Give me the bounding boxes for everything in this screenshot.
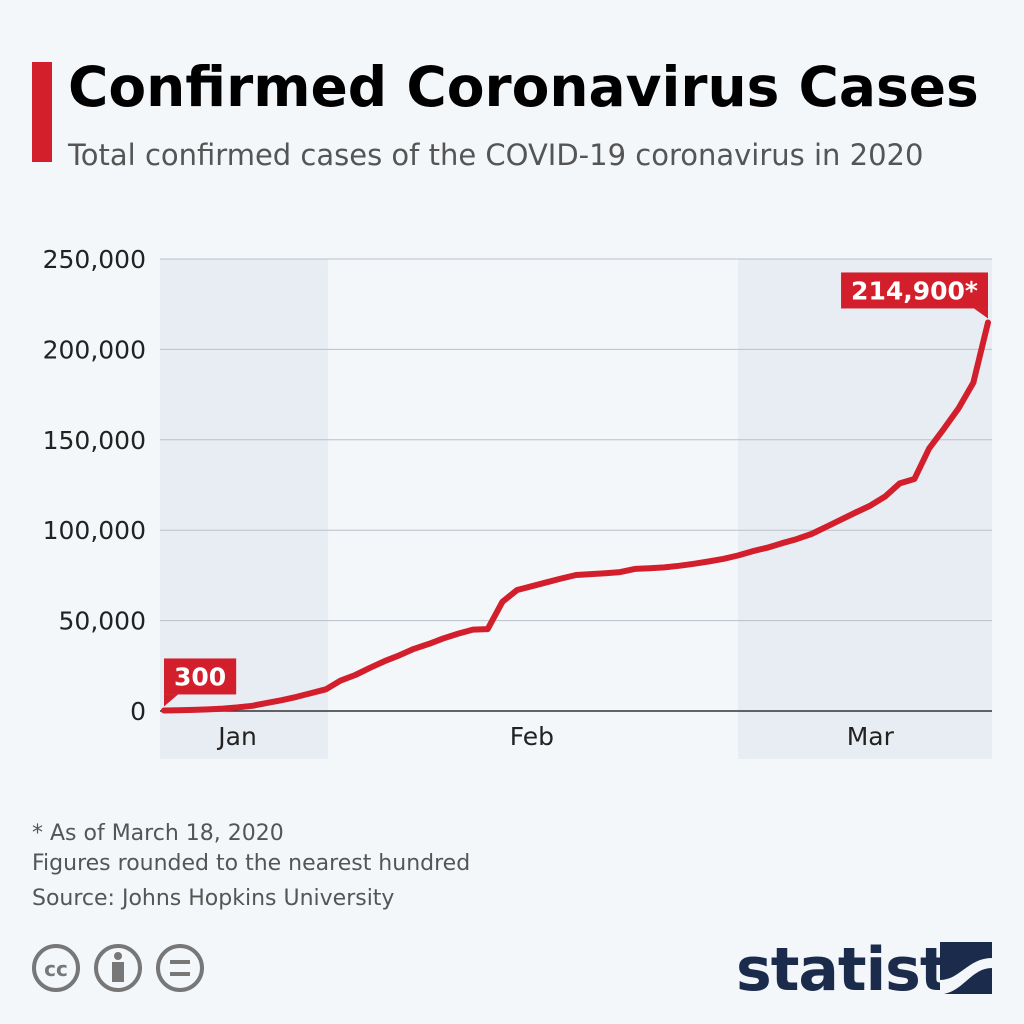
x-tick-label: Mar xyxy=(847,722,895,751)
license-icons: cc xyxy=(32,944,204,992)
icon-by xyxy=(94,944,142,992)
icon-cc-text: cc xyxy=(44,957,68,981)
data-label: 214,900* xyxy=(841,272,988,319)
chart-subtitle: Total confirmed cases of the COVID-19 co… xyxy=(67,138,923,172)
data-label-text: 214,900* xyxy=(851,276,978,305)
brand-swoosh xyxy=(940,958,992,994)
data-label-text: 300 xyxy=(174,662,226,691)
data-label-pointer xyxy=(164,694,178,707)
chart-title: Confirmed Coronavirus Cases xyxy=(68,55,979,119)
y-tick-label: 100,000 xyxy=(43,516,146,545)
icon-cc xyxy=(32,944,80,992)
icon-by-head xyxy=(114,952,122,960)
source: Source: Johns Hopkins University xyxy=(32,886,394,911)
data-label-pointer xyxy=(974,308,988,319)
brand-mark xyxy=(940,942,992,994)
data-label: 300 xyxy=(164,658,237,707)
icon-nd xyxy=(156,944,204,992)
data-label-box xyxy=(841,272,988,309)
footnote: * As of March 18, 2020 xyxy=(32,821,284,846)
y-tick-label: 50,000 xyxy=(59,607,146,636)
y-tick-label: 250,000 xyxy=(43,245,146,274)
data-line xyxy=(161,319,991,714)
y-tick-label: 150,000 xyxy=(43,426,146,455)
y-tick-label: 0 xyxy=(130,697,146,726)
x-tick-label: Jan xyxy=(216,722,257,751)
plot: 0 50,000 100,000 150,000 200,000 250,000 Jan Fe… xyxy=(43,245,992,751)
y-tick-label: 200,000 xyxy=(43,335,146,364)
data-label-box xyxy=(164,658,237,695)
title-accent xyxy=(32,62,52,162)
icon-by-body xyxy=(112,962,124,982)
x-tick-label: Feb xyxy=(510,722,554,751)
footnote: Figures rounded to the nearest hundred xyxy=(32,851,470,876)
